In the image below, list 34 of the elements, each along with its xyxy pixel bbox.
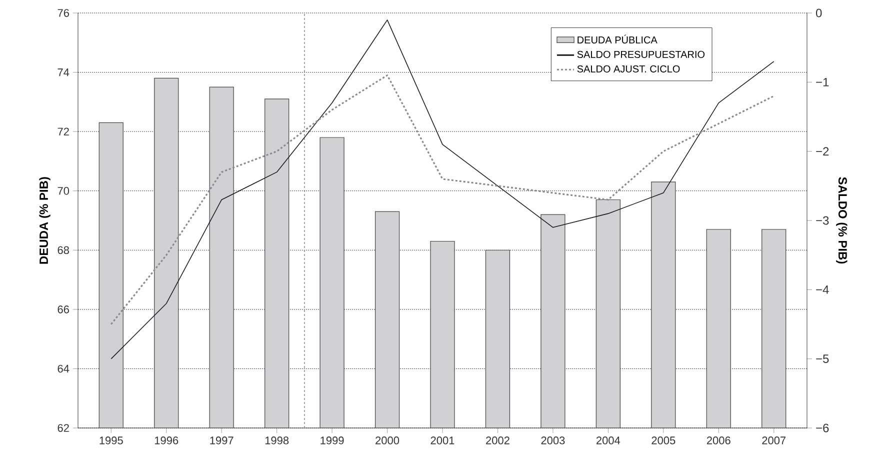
y-tick-label: 66 [58, 306, 69, 314]
y-tick-label: 74 [58, 68, 70, 76]
x-tick-label: 2005 [652, 436, 676, 444]
x-tick-label: 1996 [154, 436, 178, 444]
x-tick-label: 2006 [706, 436, 730, 444]
y2-tick-label: −3 [816, 216, 829, 225]
y-tick-label: 70 [58, 186, 70, 195]
y-tick-label: 72 [58, 128, 69, 136]
x-tick-label: 2004 [596, 436, 620, 444]
x-tick-label: 2000 [376, 436, 400, 444]
y2-axis-title: SALDO (% PIB) [836, 177, 848, 264]
x-tick-label: 2007 [762, 436, 786, 444]
y-axis-title: DEUDA (% PIB) [39, 177, 50, 264]
legend-label: SALDO PRESUPUESTARIO [577, 50, 705, 58]
y-tick-label: 64 [58, 364, 70, 373]
y-tick-label: 62 [58, 424, 69, 432]
x-tick-label: 2001 [430, 436, 454, 444]
y-tick-label: 68 [58, 246, 69, 254]
legend-label: SALDO AJUST. CICLO [577, 65, 680, 72]
y2-tick-label: −4 [816, 286, 829, 294]
x-tick-label: 2003 [541, 436, 565, 444]
y2-tick-label: −6 [816, 424, 829, 432]
x-tick-label: 1998 [265, 436, 289, 444]
y2-tick-label: −5 [816, 354, 829, 363]
x-tick-label: 2002 [486, 436, 510, 444]
x-tick-label: 1997 [210, 436, 234, 444]
line-series [110, 20, 774, 360]
y2-tick-label: 0 [816, 8, 822, 18]
x-tick-label: 1995 [100, 436, 123, 444]
legend-label: DEUDA PÚBLICA [578, 34, 658, 44]
y-tick-label: 76 [58, 9, 69, 17]
y2-tick-label: −1 [816, 78, 829, 86]
y2-tick-label: −2 [816, 147, 829, 156]
x-tick-label: 1999 [320, 436, 344, 444]
